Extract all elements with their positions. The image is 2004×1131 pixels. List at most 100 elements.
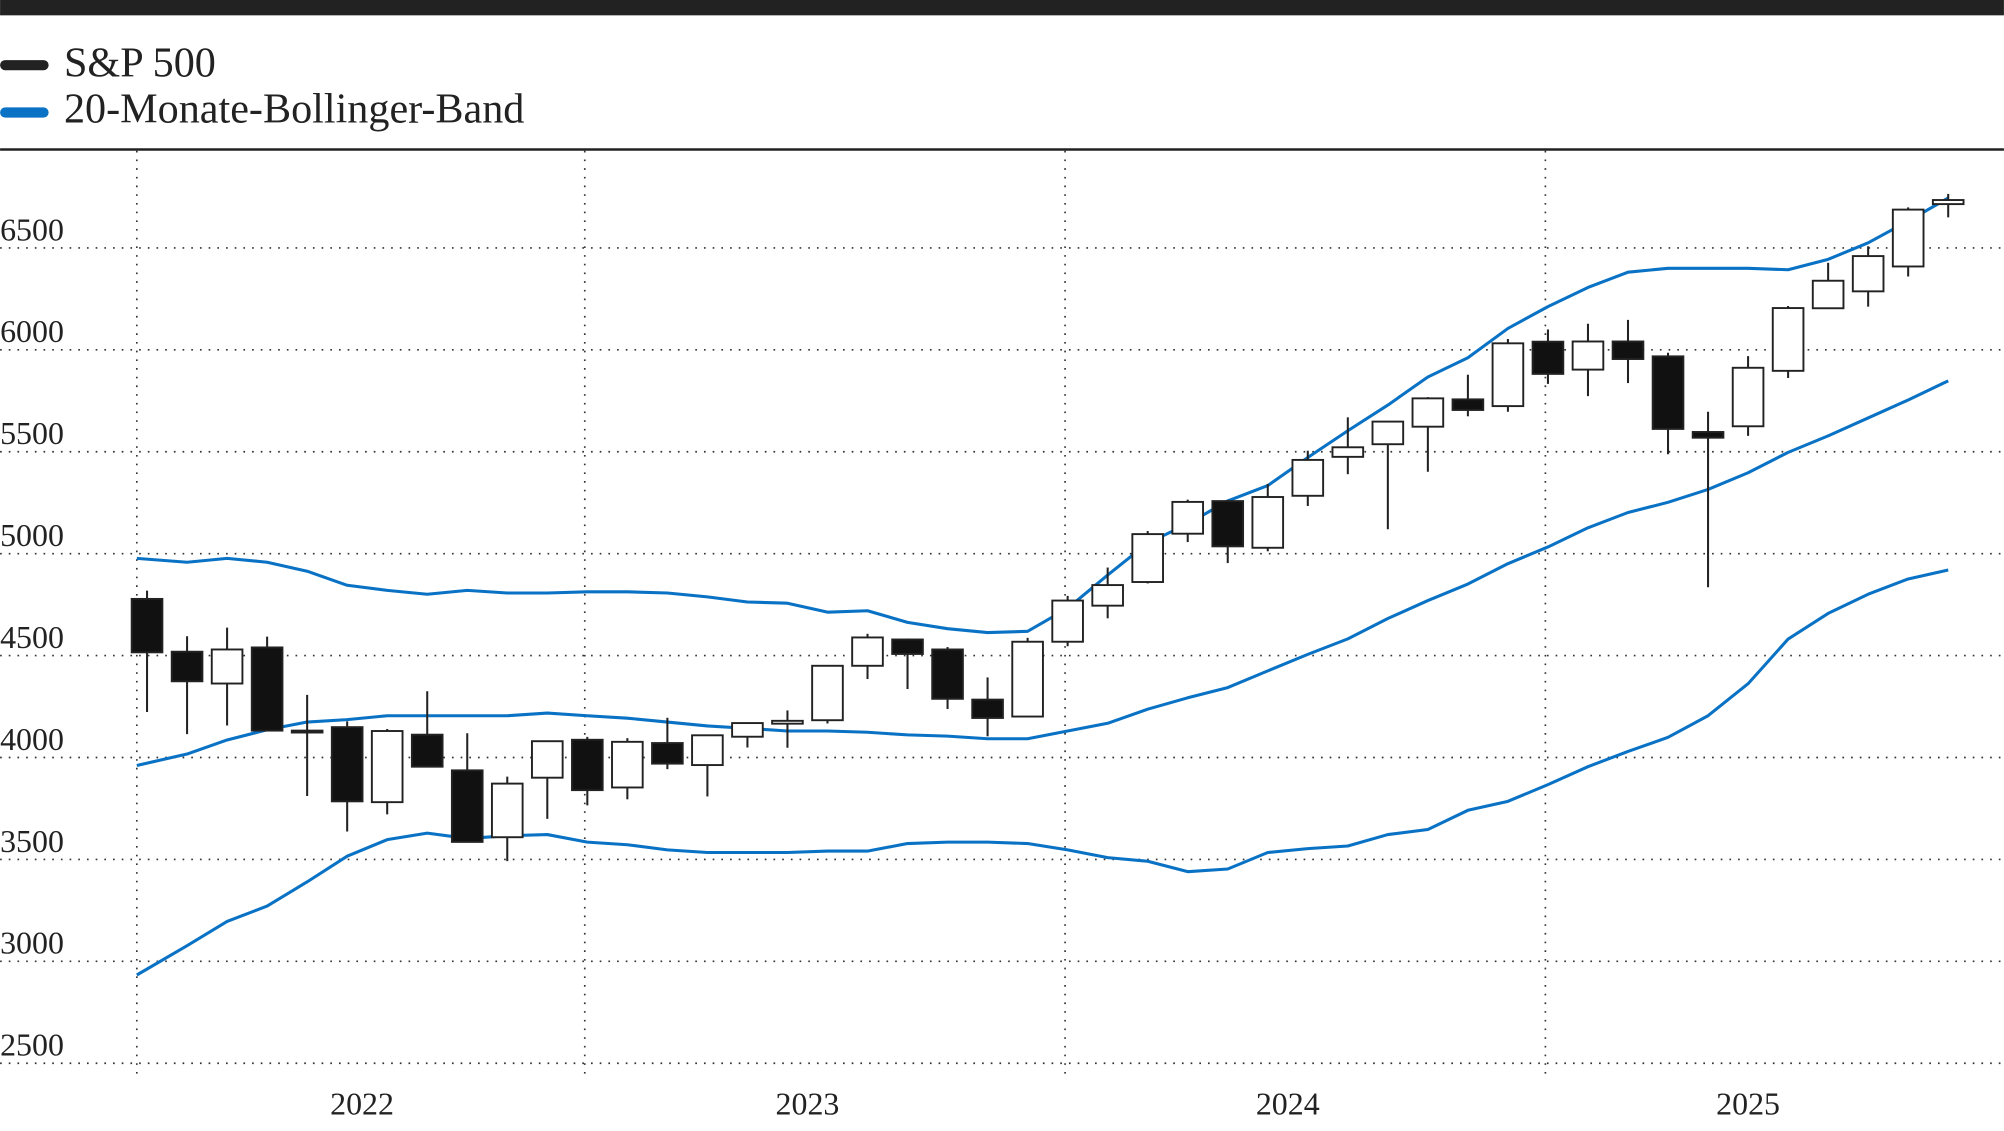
candle-body [1211, 500, 1245, 548]
candle-body [651, 742, 684, 765]
y-tick-label: 2500 [0, 1028, 64, 1063]
candle-2024-10 [1451, 374, 1485, 417]
candle-body [731, 722, 764, 738]
candle-body [891, 638, 924, 655]
candle-body [170, 650, 204, 683]
y-tick-label: 3500 [0, 824, 64, 859]
y-tick-label: 4500 [0, 620, 64, 655]
candle-2024-06 [1291, 450, 1325, 506]
candle-body [571, 738, 604, 792]
candle-body [691, 734, 724, 767]
candle-2024-03 [1171, 499, 1205, 543]
y-tick-label: 4000 [0, 722, 64, 757]
candle-body [410, 733, 444, 768]
y-tick-label: 5500 [0, 416, 64, 451]
candle-body [1771, 307, 1805, 372]
candle-body [1811, 279, 1845, 310]
candle-2024-05 [1251, 483, 1285, 552]
candle-body [1131, 533, 1164, 583]
legend-item-sp500: S&P 500 [0, 40, 216, 87]
candle-body [450, 769, 484, 843]
candle-body [1291, 458, 1325, 497]
candle-body [1491, 342, 1525, 408]
candle-2022-02 [170, 636, 204, 735]
candle-2024-09 [1411, 397, 1445, 472]
candle-2025-03 [1651, 352, 1685, 455]
candle-2024-07 [1331, 417, 1365, 475]
candle-body [1851, 255, 1885, 293]
candle-2022-04 [250, 636, 284, 732]
legend-label: 20-Monate-Bollinger-Band [64, 86, 524, 133]
candle-body [1331, 446, 1365, 458]
y-tick-label: 6000 [0, 314, 64, 349]
candle-body [811, 664, 844, 722]
candle-2023-04 [731, 722, 764, 748]
legend-item-bollinger: 20-Monate-Bollinger-Band [0, 86, 524, 133]
candle-body [130, 597, 164, 654]
candle-body [1931, 199, 1965, 206]
candle-2024-11 [1491, 339, 1525, 412]
bollinger-lower-line [136, 568, 1949, 977]
candle-body [611, 740, 644, 789]
candle-body [250, 646, 284, 732]
candle-2022-12 [571, 736, 604, 806]
candles [130, 193, 1965, 862]
candle-body [1411, 397, 1445, 428]
x-tick-label: 2024 [1256, 1086, 1320, 1121]
candle-body [531, 740, 564, 779]
grid [0, 150, 2004, 1077]
candle-body [1611, 340, 1645, 360]
candle-2022-07 [370, 728, 404, 815]
candle-body [1371, 420, 1405, 446]
candle-body [1171, 500, 1205, 535]
candle-2023-03 [691, 734, 724, 797]
candle-body [490, 782, 524, 839]
candle-body [1251, 496, 1285, 549]
candle-2024-01 [1091, 567, 1124, 619]
candle-2025-06 [1771, 306, 1805, 378]
candle-2023-11 [1011, 637, 1044, 718]
candle-2022-10 [490, 776, 524, 862]
candle-2022-08 [410, 691, 444, 768]
y-tick-label: 6500 [0, 212, 64, 247]
candle-body [330, 726, 364, 803]
candle-2022-06 [330, 721, 364, 832]
candle-2024-12 [1531, 329, 1565, 384]
candle-body [210, 648, 244, 685]
candle-2023-08 [891, 638, 924, 690]
bollinger-bands [136, 196, 1949, 977]
candle-2022-01 [130, 590, 164, 713]
candle-2025-04 [1691, 411, 1725, 588]
x-tick-label: 2022 [330, 1086, 394, 1121]
candle-body [851, 636, 884, 667]
candle-2024-04 [1211, 499, 1245, 564]
top-bar [0, 0, 2004, 16]
candle-body [1651, 355, 1685, 430]
candle-2022-09 [450, 733, 484, 843]
candle-2023-07 [851, 633, 884, 680]
candle-body [1731, 366, 1765, 428]
legend-label: S&P 500 [64, 40, 216, 87]
candle-2023-06 [811, 664, 844, 724]
x-tick-label: 2025 [1716, 1086, 1780, 1121]
candle-2023-05 [771, 710, 804, 748]
y-axis: 2500 3000 3500 4000 4500 5000 5500 6000 6500 [0, 212, 64, 1062]
candle-body [1091, 584, 1124, 607]
candle-2025-02 [1611, 319, 1645, 384]
candle-2023-02 [651, 717, 684, 770]
candle-body [1011, 640, 1044, 718]
candle-body [290, 729, 324, 734]
candle-body [370, 730, 404, 804]
candle-2025-10 [1931, 193, 1965, 218]
candle-2022-05 [290, 694, 324, 797]
candle-body [1451, 398, 1485, 411]
x-axis: 2022 2023 2024 2025 [330, 1086, 1780, 1121]
candle-body [1891, 208, 1925, 268]
x-tick-label: 2023 [776, 1086, 840, 1121]
candle-2025-07 [1811, 262, 1845, 310]
legend: S&P 500 20-Monate-Bollinger-Band [0, 40, 524, 133]
y-tick-label: 3000 [0, 926, 64, 961]
candle-2023-10 [971, 677, 1004, 737]
candle-body [1051, 599, 1084, 643]
